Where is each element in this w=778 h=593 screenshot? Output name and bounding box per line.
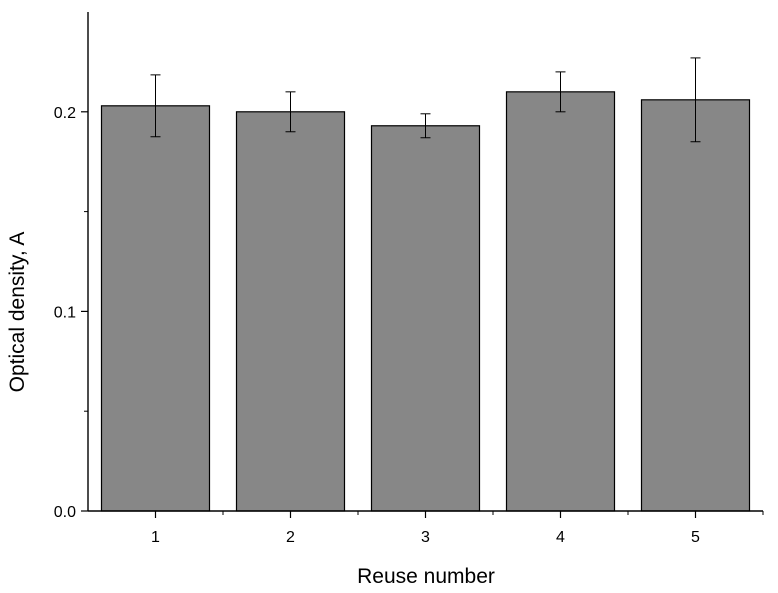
bar-3	[370, 125, 481, 512]
bar-4	[505, 91, 616, 512]
y-tick-label-0: 0.0	[54, 504, 76, 521]
error-bars-group	[150, 57, 701, 143]
x-ticks-group: 1 2 3 4 5	[151, 511, 764, 546]
x-axis-title: Reuse number	[357, 565, 495, 588]
y-ticks-group: 0.0 0.1 0.2	[54, 105, 88, 521]
y-axis-title: Optical density, A	[6, 232, 29, 393]
bars-group	[100, 91, 751, 512]
x-tick-label-2: 2	[286, 529, 295, 546]
y-tick-label-2: 0.2	[54, 105, 76, 122]
y-tick-label-1: 0.1	[54, 304, 76, 321]
x-tick-label-5: 5	[691, 529, 700, 546]
bar-2	[235, 111, 346, 512]
bar-1	[100, 105, 211, 512]
x-tick-label-3: 3	[421, 529, 430, 546]
x-tick-label-4: 4	[556, 529, 565, 546]
bar-5	[640, 99, 751, 512]
x-tick-label-1: 1	[151, 529, 160, 546]
